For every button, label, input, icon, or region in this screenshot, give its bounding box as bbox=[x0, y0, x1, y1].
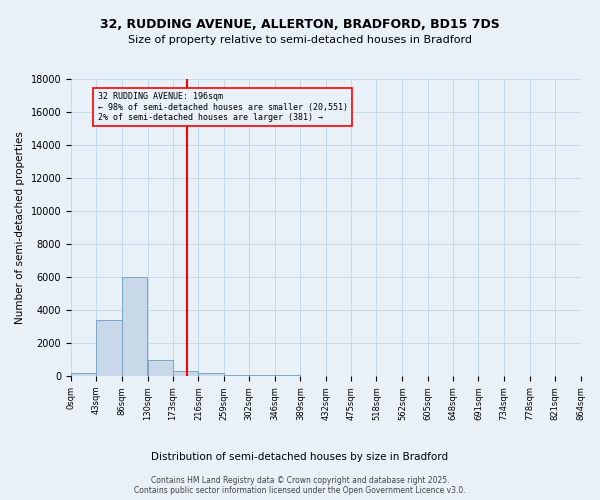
Bar bbox=[122, 277, 147, 376]
Bar bbox=[224, 374, 249, 376]
Bar bbox=[97, 320, 122, 376]
Text: 32 RUDDING AVENUE: 196sqm
← 98% of semi-detached houses are smaller (20,551)
2% : 32 RUDDING AVENUE: 196sqm ← 98% of semi-… bbox=[98, 92, 347, 122]
Bar bbox=[173, 372, 199, 376]
Bar bbox=[199, 373, 224, 376]
Bar bbox=[148, 360, 173, 376]
Text: Distribution of semi-detached houses by size in Bradford: Distribution of semi-detached houses by … bbox=[151, 452, 449, 462]
Bar bbox=[71, 373, 97, 376]
Y-axis label: Number of semi-detached properties: Number of semi-detached properties bbox=[15, 131, 25, 324]
Text: 32, RUDDING AVENUE, ALLERTON, BRADFORD, BD15 7DS: 32, RUDDING AVENUE, ALLERTON, BRADFORD, … bbox=[100, 18, 500, 30]
Text: Contains HM Land Registry data © Crown copyright and database right 2025.
Contai: Contains HM Land Registry data © Crown c… bbox=[134, 476, 466, 495]
Text: Size of property relative to semi-detached houses in Bradford: Size of property relative to semi-detach… bbox=[128, 35, 472, 45]
